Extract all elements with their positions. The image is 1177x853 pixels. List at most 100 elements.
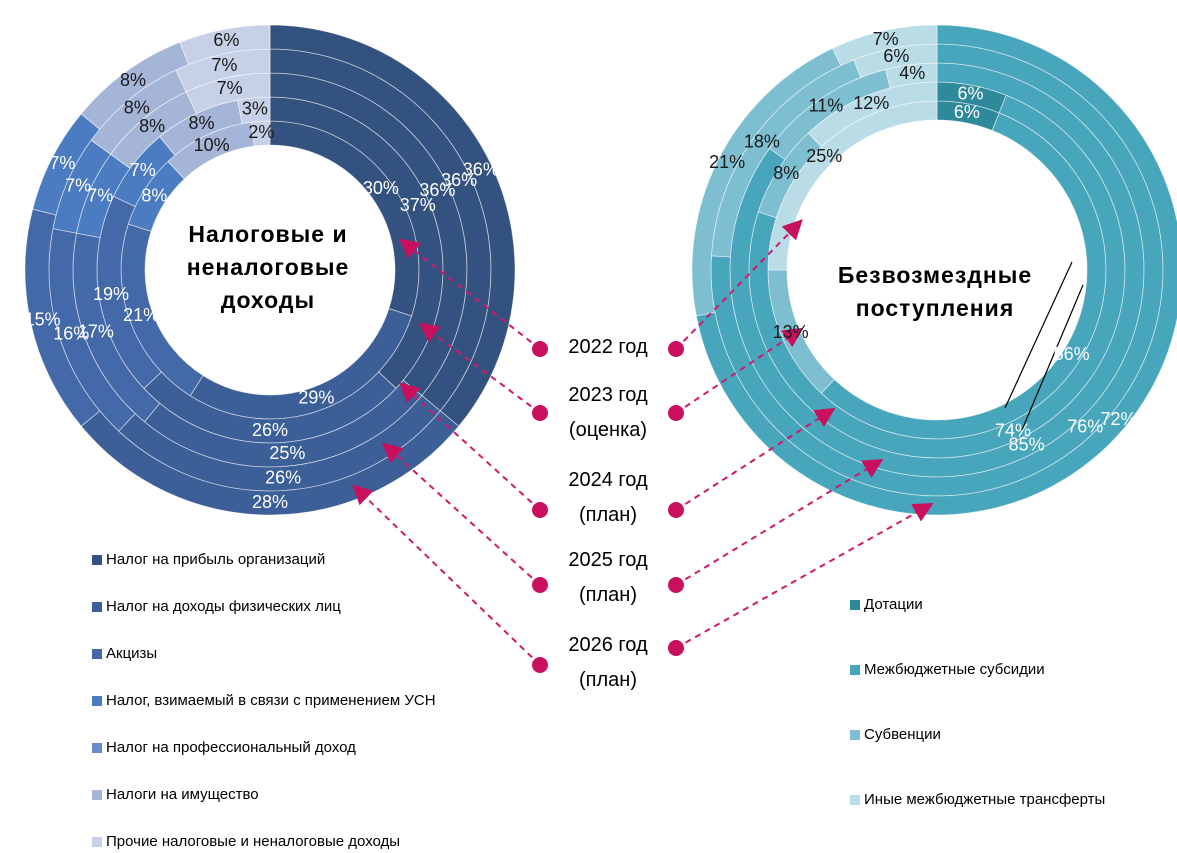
value-label: 7% <box>217 78 243 98</box>
arrow <box>382 442 541 586</box>
legend-item: Дотации <box>850 596 1170 614</box>
leader-line <box>1021 284 1084 431</box>
value-label: 74% <box>995 420 1031 440</box>
legend-swatch <box>850 795 860 805</box>
legend-swatch <box>850 665 860 675</box>
value-label: 7% <box>211 55 237 75</box>
value-label: 10% <box>194 135 230 155</box>
arrow <box>399 382 541 511</box>
legend-swatch <box>92 602 102 612</box>
dot <box>668 405 684 421</box>
arrow <box>675 407 836 511</box>
value-label: 7% <box>87 185 113 205</box>
value-label: 29% <box>298 388 334 408</box>
legend-swatch <box>92 837 102 847</box>
value-label: 18% <box>744 131 780 151</box>
arrow <box>398 238 541 350</box>
dot <box>668 640 684 656</box>
value-label: 11% <box>809 95 844 115</box>
value-label: 8% <box>141 185 167 205</box>
value-label: 37% <box>400 195 436 215</box>
dot <box>532 341 548 357</box>
dot <box>668 341 684 357</box>
value-label: 56% <box>1054 344 1090 364</box>
legend-item: Налог на доходы физических лиц <box>92 598 472 616</box>
ring-year: 2026 год (план) <box>568 634 648 691</box>
dot <box>532 657 548 673</box>
value-label: 26% <box>252 420 288 440</box>
legend-swatch <box>92 696 102 706</box>
value-label: 19% <box>93 284 129 304</box>
legend-label: Налог, взимаемый в связи с применением У… <box>106 692 436 709</box>
donut-title: Налоговые и неналоговые доходы <box>186 221 350 313</box>
value-label: 16% <box>53 323 89 343</box>
legend-item: Прочие налоговые и неналоговые доходы <box>92 833 472 851</box>
legend-swatch <box>850 730 860 740</box>
dot <box>532 577 548 593</box>
legend-swatch <box>92 649 102 659</box>
ring-year: 2023 год (оценка) <box>568 384 648 441</box>
legend-label: Субвенции <box>864 726 941 743</box>
value-label: 36% <box>463 160 499 180</box>
value-label: 17% <box>78 321 114 341</box>
value-label: 8% <box>139 116 165 136</box>
legend-item: Акцизы <box>92 645 472 663</box>
dot <box>532 502 548 518</box>
legend-item: Налог на профессиональный доход <box>92 739 472 757</box>
legend-swatch <box>92 743 102 753</box>
ring-year: 2024 год (план) <box>568 469 648 526</box>
value-label: 7% <box>873 29 899 49</box>
donut-segment <box>832 24 938 67</box>
value-label: 7% <box>65 176 91 196</box>
value-label: 13% <box>773 322 809 342</box>
ring-year: 2025 год (план) <box>568 549 648 606</box>
value-label: 21% <box>709 152 745 172</box>
leader-line <box>1004 261 1073 409</box>
legend-item: Налог, взимаемый в связи с применением У… <box>92 692 472 710</box>
value-label: 36% <box>419 180 455 200</box>
value-label: 6% <box>213 30 239 50</box>
legend-label: Дотации <box>864 596 923 613</box>
value-labels: 30%29%21%8%10%2%37%26%19%7%8%3%36%25%17%… <box>25 29 1137 512</box>
value-label: 76% <box>1067 417 1103 437</box>
value-label: 36% <box>441 170 477 190</box>
value-label: 25% <box>269 443 305 463</box>
legend-label: Налог на профессиональный доход <box>106 739 356 756</box>
arrow <box>675 219 803 350</box>
legend-item: Налоги на имущество <box>92 786 472 804</box>
legend-swatch <box>850 600 860 610</box>
legend-label: Прочие налоговые и неналоговые доходы <box>106 833 401 850</box>
legend-item: Налог на прибыль организаций <box>92 551 472 569</box>
legend-item: Межбюджетные субсидии <box>850 661 1170 679</box>
legend-label: Налог на прибыль организаций <box>106 551 326 568</box>
donut-title: Безвозмездные поступления <box>837 262 1033 321</box>
dot <box>668 502 684 518</box>
value-label: 8% <box>188 113 214 133</box>
value-label: 6% <box>883 46 909 66</box>
legend-item: Субвенции <box>850 726 1170 744</box>
value-label: 72% <box>1100 409 1136 429</box>
value-label: 7% <box>130 160 156 180</box>
value-label: 21% <box>123 305 159 325</box>
legend-label: Акцизы <box>106 645 158 662</box>
arrow <box>352 484 541 666</box>
legend-swatch <box>92 790 102 800</box>
value-label: 8% <box>124 98 150 118</box>
ring-year: 2022 год <box>568 336 648 358</box>
value-label: 15% <box>25 310 61 330</box>
value-label: 85% <box>1009 435 1045 455</box>
dots <box>532 341 684 673</box>
value-label: 8% <box>120 70 146 90</box>
value-label: 25% <box>806 146 842 166</box>
value-label: 12% <box>853 93 889 113</box>
value-label: 28% <box>252 492 288 512</box>
dot <box>532 405 548 421</box>
legend: Дотации Межбюджетные субсидии Субвенции Ины… <box>850 596 1170 809</box>
value-label: 6% <box>954 102 980 122</box>
arrow <box>675 503 934 649</box>
arrow <box>675 458 884 586</box>
legend-label: Налоги на имущество <box>106 786 259 803</box>
value-label: 2% <box>248 122 274 142</box>
legend-item: Иные межбюджетные трансферты <box>850 791 1170 809</box>
